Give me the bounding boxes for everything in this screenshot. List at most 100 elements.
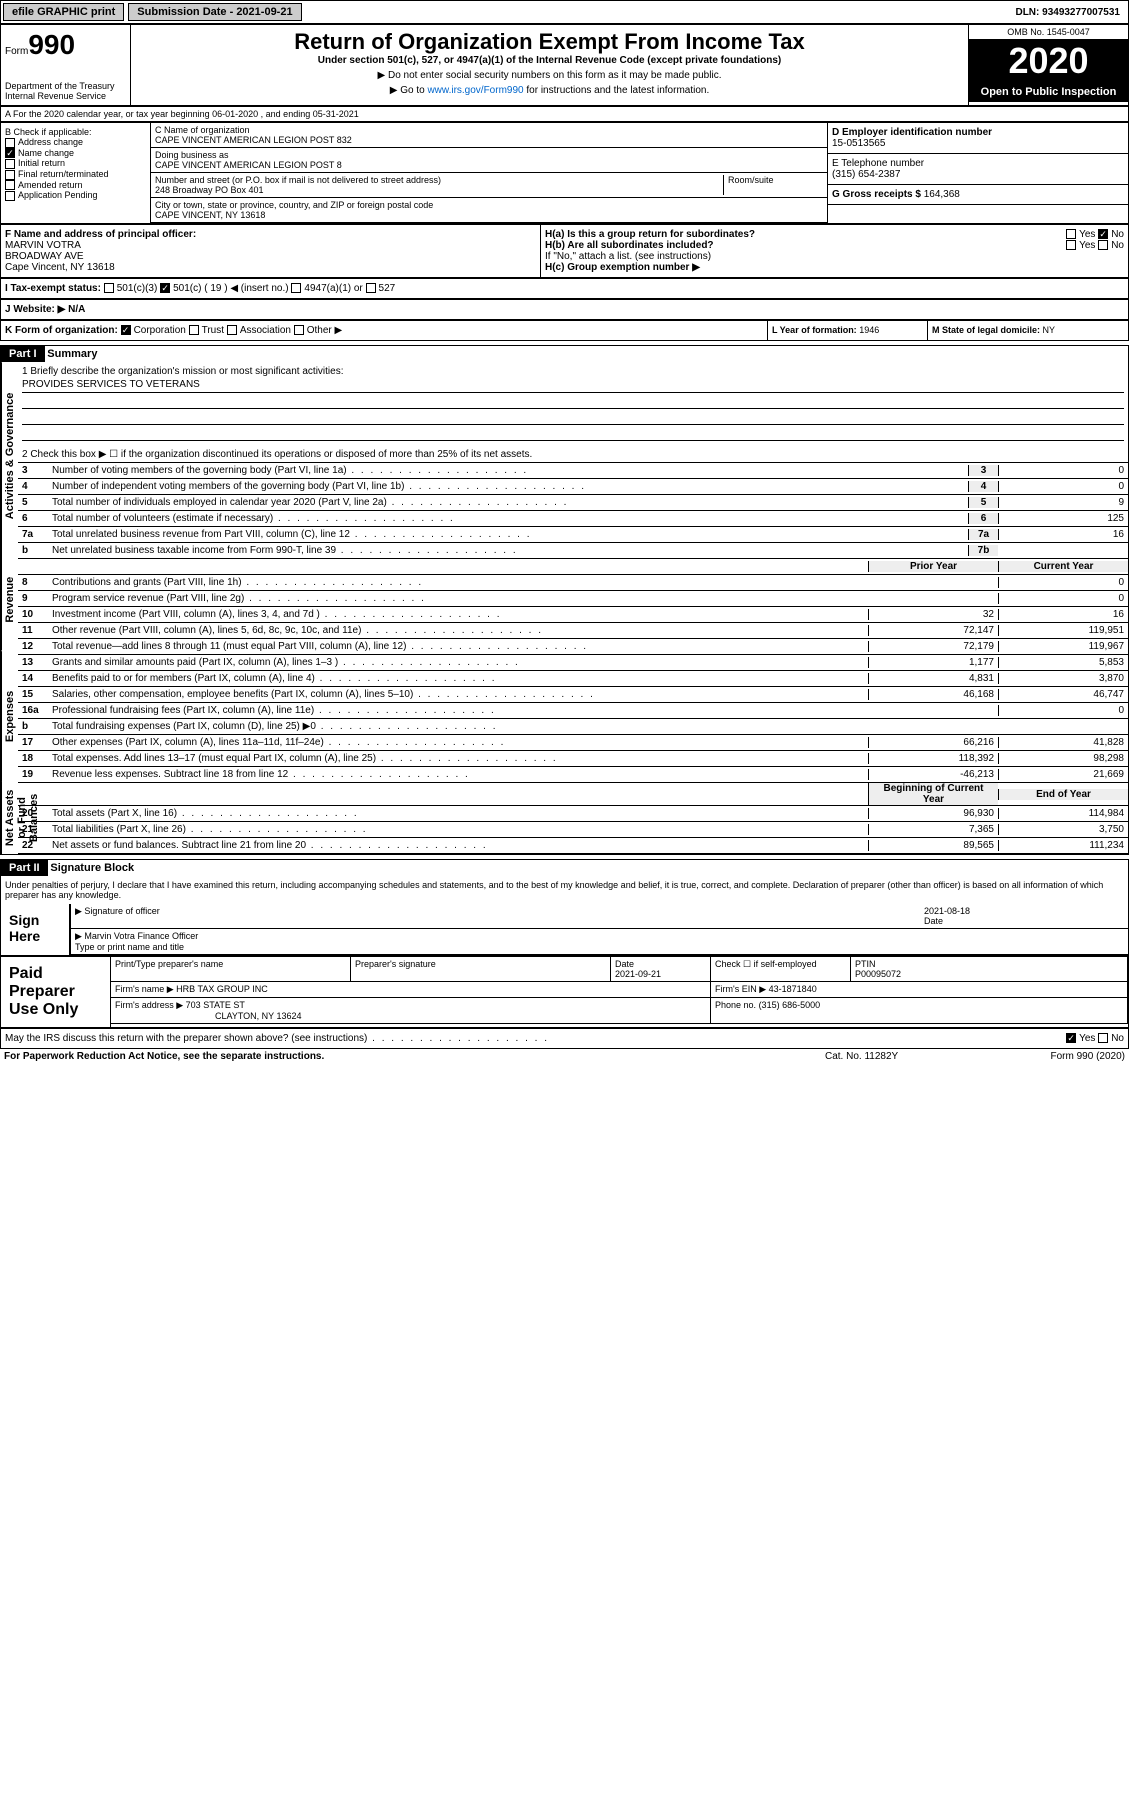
line-num: b	[18, 545, 48, 556]
line-num: 11	[18, 625, 48, 636]
check-corp[interactable]: ✓	[121, 325, 131, 335]
main-title: Return of Organization Exempt From Incom…	[135, 29, 964, 55]
check-self[interactable]: Check ☐ if self-employed	[711, 957, 851, 981]
ha-no[interactable]: ✓	[1098, 229, 1108, 239]
current-val: 16	[998, 609, 1128, 620]
col-b: B Check if applicable: Address change ✓N…	[1, 123, 151, 223]
check-4947[interactable]	[291, 283, 301, 293]
line-val: 0	[998, 465, 1128, 476]
officer-addr2: Cape Vincent, NY 13618	[5, 262, 536, 273]
line-text: Total number of volunteers (estimate if …	[48, 513, 968, 524]
check-initial[interactable]	[5, 159, 15, 169]
org-name: CAPE VINCENT AMERICAN LEGION POST 832	[155, 135, 823, 145]
tax-year: 2020	[969, 40, 1128, 82]
line-num: 10	[18, 609, 48, 620]
ha-label: H(a) Is this a group return for subordin…	[545, 229, 755, 240]
prior-val: 1,177	[868, 657, 998, 668]
year-col: OMB No. 1545-0047 2020 Open to Public In…	[968, 25, 1128, 105]
line-box: 4	[968, 481, 998, 492]
line-text: Total assets (Part X, line 16)	[48, 808, 868, 819]
col-prior: Prior Year	[868, 561, 998, 572]
col-end: End of Year	[998, 789, 1128, 800]
check-501c3[interactable]	[104, 283, 114, 293]
line-num: 12	[18, 641, 48, 652]
check-527[interactable]	[366, 283, 376, 293]
gross-label: G Gross receipts $	[832, 189, 921, 200]
line-num: b	[18, 721, 48, 732]
current-val: 5,853	[998, 657, 1128, 668]
line-text: Investment income (Part VIII, column (A)…	[48, 609, 868, 620]
prep-sig-label: Preparer's signature	[351, 957, 611, 981]
line-text: Contributions and grants (Part VIII, lin…	[48, 577, 868, 588]
ptin: P00095072	[855, 969, 901, 979]
current-val: 21,669	[998, 769, 1128, 780]
footer-right: Form 990 (2020)	[975, 1051, 1125, 1062]
officer-typed: Marvin Votra Finance Officer	[84, 931, 198, 941]
line-text: Total fundraising expenses (Part IX, col…	[48, 721, 868, 732]
col-c: C Name of organization CAPE VINCENT AMER…	[151, 123, 828, 223]
current-val: 111,234	[998, 840, 1128, 851]
ha-yes[interactable]	[1066, 229, 1076, 239]
discuss-no[interactable]	[1098, 1033, 1108, 1043]
line2: 2 Check this box ▶ ☐ if the organization…	[18, 449, 1128, 460]
line-num: 6	[18, 513, 48, 524]
title-col: Return of Organization Exempt From Incom…	[131, 25, 968, 105]
footer-left: For Paperwork Reduction Act Notice, see …	[4, 1051, 825, 1062]
check-address[interactable]	[5, 138, 15, 148]
check-other[interactable]	[294, 325, 304, 335]
col-d: D Employer identification number 15-0513…	[828, 123, 1128, 223]
line-num: 8	[18, 577, 48, 588]
vert-net: Net Assets or Fund Balances	[1, 781, 18, 854]
line-text: Total liabilities (Part X, line 26)	[48, 824, 868, 835]
discuss-yes[interactable]: ✓	[1066, 1033, 1076, 1043]
check-final[interactable]	[5, 170, 15, 180]
line-box: 6	[968, 513, 998, 524]
current-val: 114,984	[998, 808, 1128, 819]
paid-prep-label: Paid Preparer Use Only	[1, 957, 111, 1027]
prep-name-label: Print/Type preparer's name	[111, 957, 351, 981]
check-trust[interactable]	[189, 325, 199, 335]
form-id-col: Form990 Department of the Treasury Inter…	[1, 25, 131, 105]
line-text: Total revenue—add lines 8 through 11 (mu…	[48, 641, 868, 652]
form990-link[interactable]: www.irs.gov/Form990	[427, 85, 523, 96]
line-box: 5	[968, 497, 998, 508]
check-assoc[interactable]	[227, 325, 237, 335]
instr-line2: ▶ Go to www.irs.gov/Form990 for instruct…	[135, 85, 964, 96]
prior-val: 72,179	[868, 641, 998, 652]
current-val: 41,828	[998, 737, 1128, 748]
current-val: 3,870	[998, 673, 1128, 684]
sig-date: 2021-08-18	[924, 906, 970, 916]
check-501c[interactable]: ✓	[160, 283, 170, 293]
col-current: Current Year	[998, 561, 1128, 572]
col-begin: Beginning of Current Year	[868, 783, 998, 805]
check-amended[interactable]	[5, 180, 15, 190]
line-text: Total number of individuals employed in …	[48, 497, 968, 508]
prior-val: 66,216	[868, 737, 998, 748]
row-j: J Website: ▶ N/A	[0, 299, 1129, 320]
prior-val: 46,168	[868, 689, 998, 700]
submission-date: Submission Date - 2021-09-21	[128, 3, 301, 21]
prior-val: 89,565	[868, 840, 998, 851]
discuss-row: May the IRS discuss this return with the…	[0, 1028, 1129, 1049]
website: N/A	[68, 304, 85, 315]
ein: 15-0513565	[832, 138, 1124, 149]
line-num: 13	[18, 657, 48, 668]
room-label: Room/suite	[723, 175, 823, 195]
omb-number: OMB No. 1545-0047	[969, 25, 1128, 40]
line-text: Total unrelated business revenue from Pa…	[48, 529, 968, 540]
line-text: Number of voting members of the governin…	[48, 465, 968, 476]
line-num: 14	[18, 673, 48, 684]
efile-btn[interactable]: efile GRAPHIC print	[3, 3, 124, 21]
hb-yes[interactable]	[1066, 240, 1076, 250]
current-val: 46,747	[998, 689, 1128, 700]
check-pending[interactable]	[5, 191, 15, 201]
hb-no[interactable]	[1098, 240, 1108, 250]
check-name-change[interactable]: ✓	[5, 148, 15, 158]
line-text: Grants and similar amounts paid (Part IX…	[48, 657, 868, 668]
footer-mid: Cat. No. 11282Y	[825, 1051, 975, 1062]
line-num: 4	[18, 481, 48, 492]
line-text: Professional fundraising fees (Part IX, …	[48, 705, 868, 716]
firm-phone: (315) 686-5000	[759, 1000, 821, 1010]
line-num: 9	[18, 593, 48, 604]
row-i: I Tax-exempt status: 501(c)(3) ✓501(c) (…	[0, 278, 1129, 299]
